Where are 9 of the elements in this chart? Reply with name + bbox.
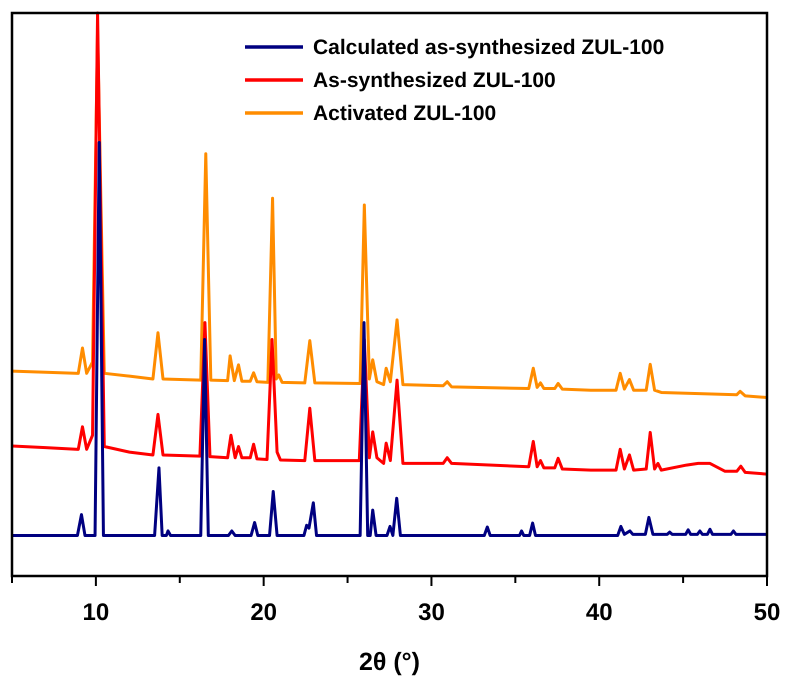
legend-label: As-synthesized ZUL-100 <box>313 69 556 92</box>
x-tick-label: 20 <box>250 599 278 626</box>
x-axis-title: 2θ (°) <box>358 648 420 676</box>
x-tick-label: 10 <box>82 599 110 626</box>
x-tick-label: 40 <box>586 599 613 626</box>
x-tick-label: 30 <box>418 599 445 626</box>
x-tick-label: 50 <box>754 599 780 626</box>
legend-label: Calculated as-synthesized ZUL-100 <box>313 36 664 59</box>
legend-label: Activated ZUL-100 <box>313 102 496 125</box>
